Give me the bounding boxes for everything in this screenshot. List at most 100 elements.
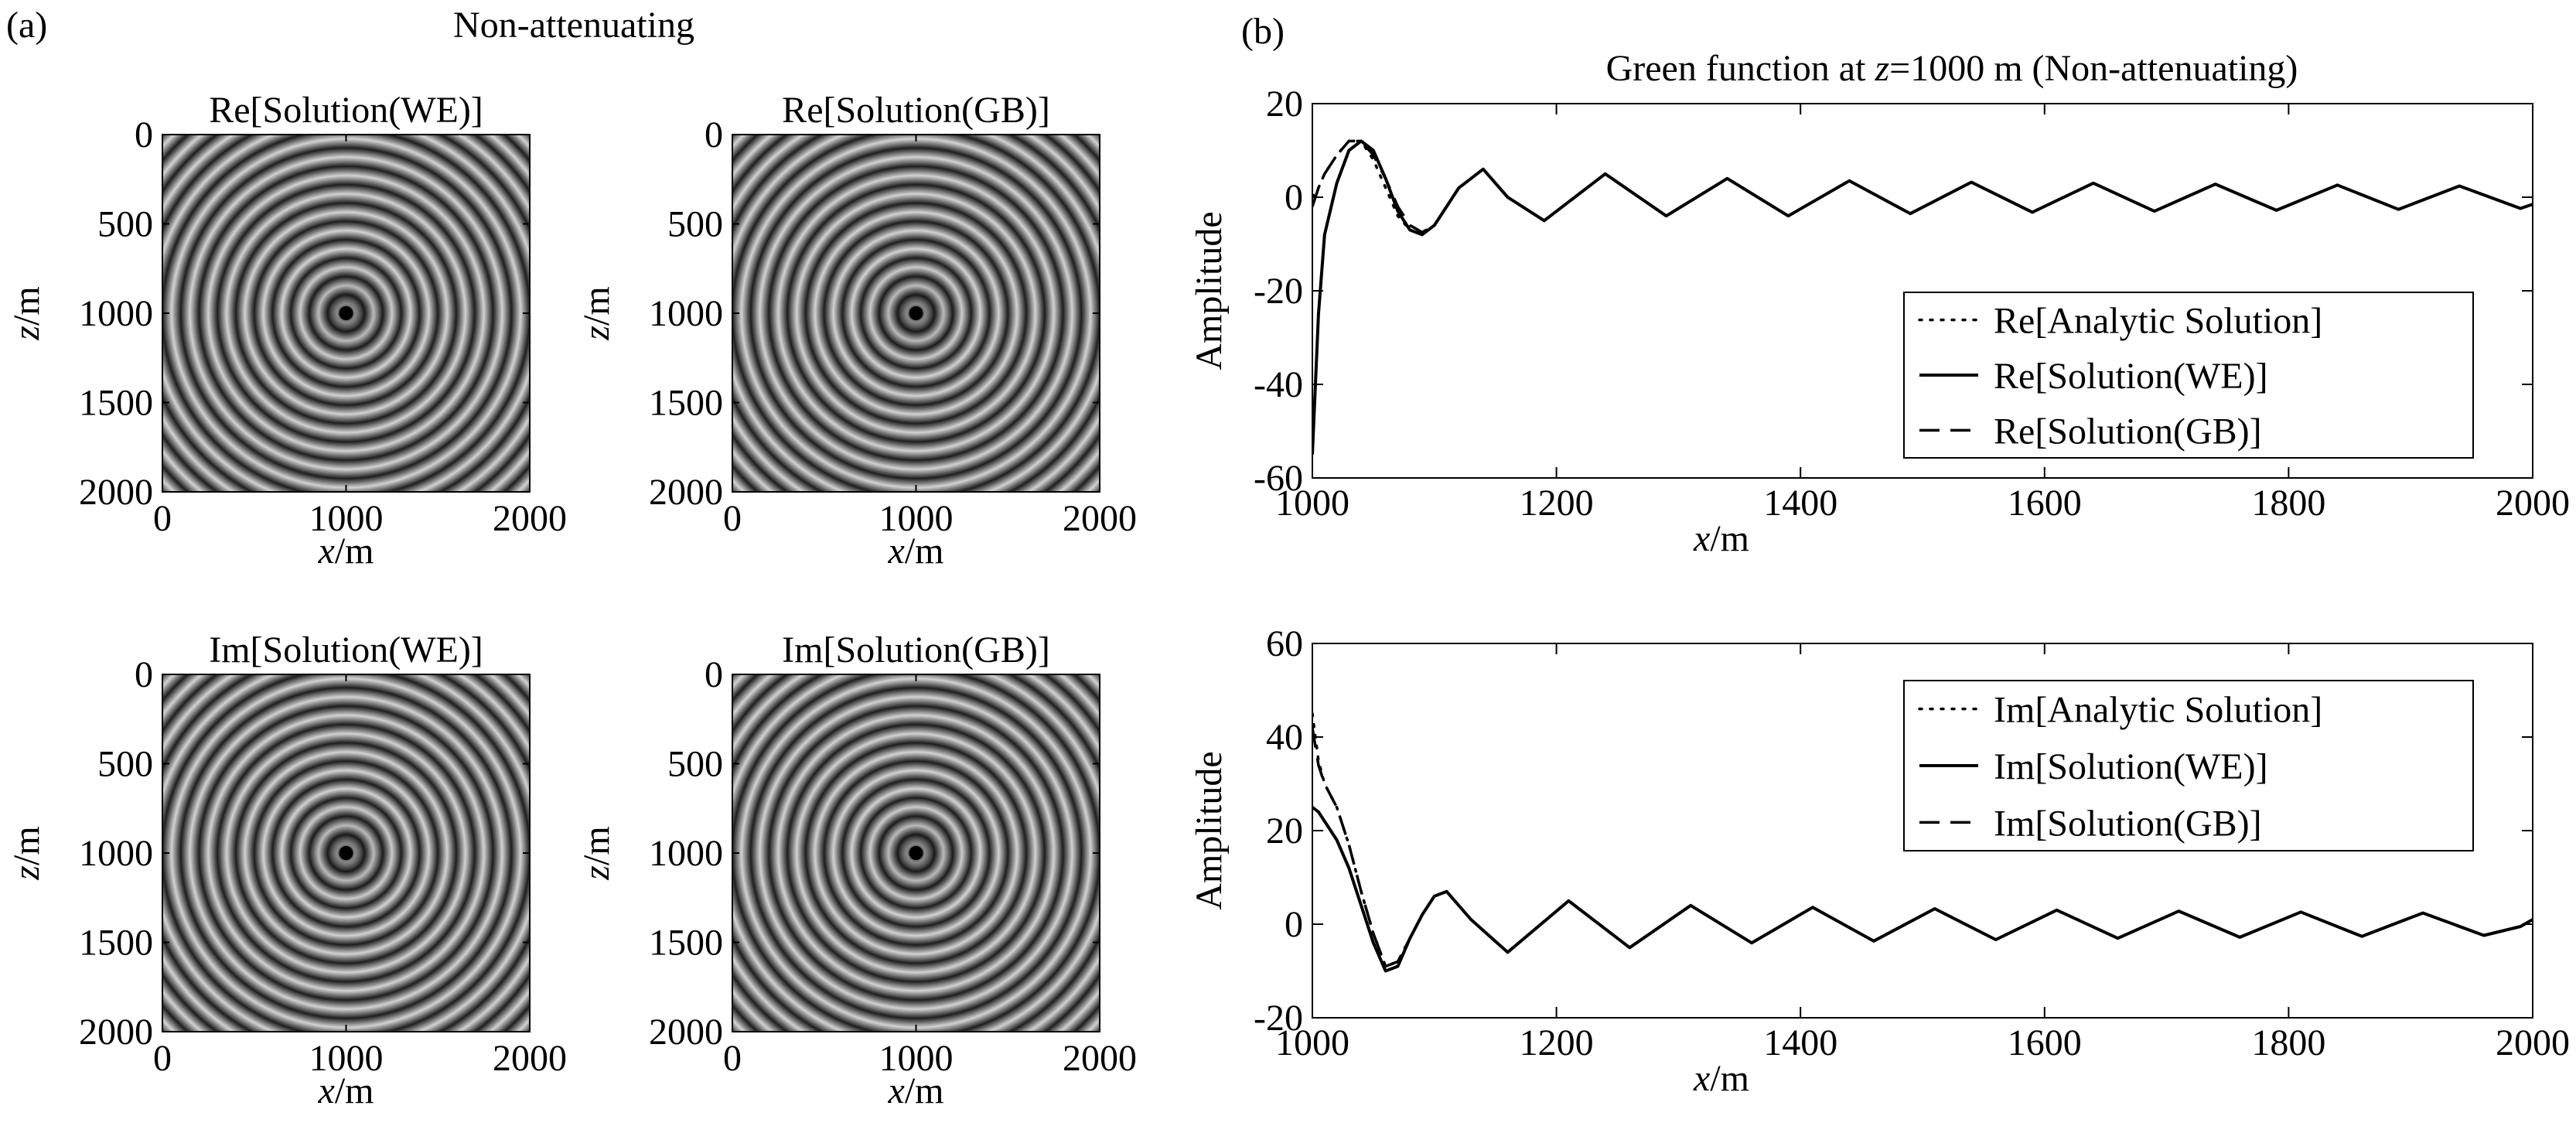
y-axis-label-var: z [576,326,617,341]
y-tick-label: 0 [705,654,723,695]
legend-label-2: Re[Solution(WE)] [1994,356,2268,397]
y-tick-label: 0 [1285,177,1303,218]
x-axis-label: x/m [1693,1058,1749,1099]
y-axis-label: z/m [6,286,47,340]
x-tick-label: 1000 [1275,483,1349,524]
y-tick-label: 500 [667,744,723,785]
x-tick-label: 1200 [1520,483,1594,524]
y-tick-label: 1000 [649,833,723,874]
y-tick-label: 40 [1266,717,1303,758]
y-axis-label: z/m [576,826,617,880]
panel-b-title-pre: Green function at [1606,48,1875,89]
x-tick-label: 1000 [879,498,954,539]
x-tick-label: 1600 [2008,483,2082,524]
y-axis-label-unit: /m [6,286,47,326]
x-tick-label: 1200 [1520,1022,1594,1063]
y-tick-label: 2000 [79,1012,153,1053]
legend-label-1: Re[Analytic Solution] [1994,301,2322,342]
legend-box [1903,680,2474,851]
x-axis-label-unit: /m [1710,1058,1749,1099]
x-axis-label-var: x [888,1070,905,1111]
legend-label-3: Im[Solution(GB)] [1994,803,2262,844]
y-tick-label: 60 [1266,623,1303,664]
x-axis-label-unit: /m [905,531,944,572]
x-tick-label: 2000 [2496,483,2570,524]
x-axis-label: x/m [318,1070,374,1111]
x-tick-label: 2000 [493,1038,567,1079]
y-tick-label: 0 [705,114,723,155]
x-axis-label-unit: /m [335,531,374,572]
source-point [909,846,923,860]
series-line-3 [1312,139,2533,234]
x-tick-label: 0 [723,1038,742,1079]
x-tick-label: 1400 [1763,1022,1837,1063]
x-tick-label: 2000 [2496,1022,2570,1063]
x-tick-label: 1600 [2008,1022,2082,1063]
y-tick-label: -20 [1254,271,1303,312]
x-tick-label: 1000 [309,498,384,539]
y-axis-label: z/m [576,286,617,340]
x-axis-label-var: x [1693,1058,1710,1099]
source-point [909,306,923,320]
x-tick-label: 1000 [309,1038,384,1079]
y-tick-label: 0 [135,114,153,155]
x-tick-label: 1000 [879,1038,954,1079]
legend-label-2: Im[Solution(WE)] [1994,746,2268,787]
legend-label-1: Im[Analytic Solution] [1994,690,2322,731]
legend: Re[Analytic Solution] Re[Solution(WE)] Re[… [1903,292,2474,459]
series-group [1312,139,2533,455]
series-line-3 [1312,727,2533,968]
legend-box [1903,292,2474,459]
legend-label-3: Re[Solution(GB)] [1994,411,2262,452]
y-tick-label: -20 [1254,998,1303,1039]
y-tick-label: 1500 [79,923,153,964]
y-tick-label: 500 [97,204,153,245]
x-axis-label-var: x [318,1070,335,1111]
panel-b-label: (b) [1241,11,1285,52]
image-title: Re[Solution(GB)] [782,90,1050,131]
y-tick-label: 1500 [649,923,723,964]
y-axis-label: Amplitude [1189,751,1230,909]
x-tick-label: 2000 [1063,498,1137,539]
image-title: Re[Solution(WE)] [209,90,483,131]
panel-b-title: Green function at z=1000 m (Non-attenuat… [1606,48,2298,89]
image-title: Im[Solution(WE)] [209,630,483,671]
y-tick-label: 1000 [79,293,153,334]
panel-b-title-post: =1000 m (Non-attenuating) [1889,48,2298,89]
y-axis-label-unit: /m [576,826,617,865]
y-axis-label-var: z [6,865,47,881]
x-tick-label: 1400 [1763,483,1837,524]
x-axis-label: x/m [318,531,374,572]
x-tick-label: 2000 [1063,1038,1137,1079]
y-tick-label: 500 [667,204,723,245]
x-axis-label-var: x [888,531,905,572]
panel-a-label: (a) [6,5,47,46]
y-tick-label: 2000 [79,472,153,513]
y-tick-label: 20 [1266,84,1303,125]
y-tick-label: 1500 [649,383,723,424]
x-tick-label: 0 [153,498,172,539]
y-axis-label-unit: /m [576,286,617,326]
y-tick-label: 1500 [79,383,153,424]
x-tick-label: 0 [723,498,742,539]
y-tick-label: 0 [135,654,153,695]
legend: Im[Analytic Solution] Im[Solution(WE)] Im[… [1903,680,2474,851]
x-tick-label: 2000 [493,498,567,539]
y-tick-label: -40 [1254,364,1303,405]
x-axis-label-unit: /m [1710,518,1749,559]
y-tick-label: 2000 [649,472,723,513]
y-axis-label-var: z [576,865,617,881]
y-tick-label: 1000 [649,293,723,334]
x-axis-label-unit: /m [335,1070,374,1111]
source-point [339,306,353,320]
x-tick-label: 1000 [1275,1022,1349,1063]
x-axis-label: x/m [888,531,944,572]
y-axis-label-var: z [6,326,47,341]
y-tick-label: 20 [1266,811,1303,851]
